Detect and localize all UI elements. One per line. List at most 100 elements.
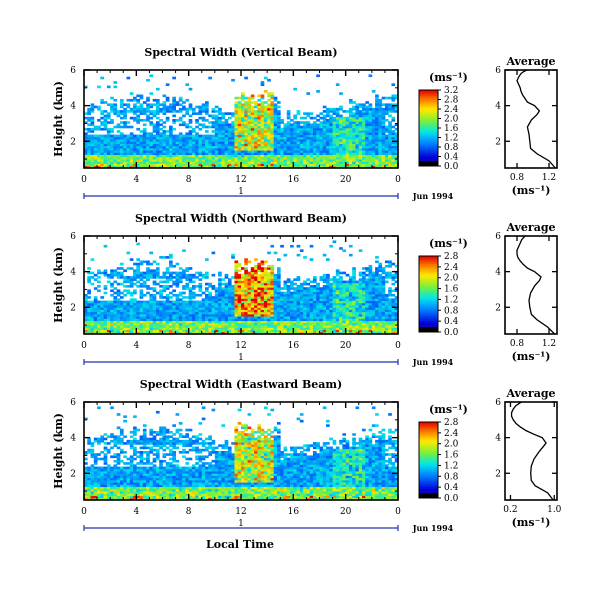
- heatmap-cell: [155, 267, 160, 270]
- heatmap-cell: [169, 145, 173, 149]
- heatmap-cell: [309, 318, 314, 322]
- heatmap-cell: [286, 165, 291, 169]
- heatmap-cell: [146, 156, 150, 160]
- heatmap-cell: [182, 291, 186, 295]
- heatmap-cell: [97, 325, 101, 328]
- heatmap-cell: [352, 320, 356, 324]
- heatmap-cell: [345, 291, 350, 295]
- heatmap-cell: [103, 147, 108, 151]
- heatmap-cell: [260, 291, 265, 295]
- heatmap-cell: [97, 163, 101, 167]
- heatmap-cell: [110, 127, 114, 131]
- heatmap-cell: [113, 311, 118, 315]
- heatmap-cell: [133, 320, 137, 324]
- heatmap-cell: [155, 300, 160, 304]
- heatmap-cell: [375, 329, 379, 333]
- heatmap-cell: [270, 329, 275, 333]
- heatmap-cell: [234, 278, 239, 281]
- heatmap-cell: [129, 116, 134, 120]
- heatmap-cell: [84, 329, 88, 333]
- heatmap-cell: [211, 107, 216, 111]
- heatmap-cell: [352, 156, 356, 160]
- heatmap-cell: [335, 141, 340, 144]
- heatmap-cell: [378, 132, 383, 135]
- heatmap-cell: [303, 112, 307, 115]
- heatmap-cell: [211, 305, 216, 308]
- heatmap-cell: [129, 110, 134, 113]
- heatmap-cell: [149, 318, 154, 322]
- heatmap-cell: [332, 313, 337, 317]
- heatmap-cell: [84, 313, 88, 317]
- heatmap-cell: [358, 309, 363, 313]
- heatmap-cell: [218, 329, 222, 333]
- heatmap-cell: [129, 141, 134, 144]
- heatmap-cell: [250, 276, 255, 279]
- heatmap-cell: [103, 329, 108, 333]
- heatmap-cell: [201, 309, 206, 313]
- heatmap-cell: [293, 296, 297, 299]
- heatmap-cell: [358, 291, 363, 295]
- heatmap-cell: [270, 298, 275, 301]
- heatmap-cell: [169, 125, 173, 129]
- heatmap-cell: [345, 296, 350, 299]
- heatmap-cell: [201, 134, 206, 138]
- heatmap-cell: [368, 132, 373, 135]
- heatmap-cell: [218, 313, 222, 317]
- heatmap-cell: [84, 309, 88, 313]
- heatmap-cell: [263, 276, 268, 279]
- heatmap-cell: [355, 298, 360, 301]
- heatmap-cell: [201, 305, 206, 308]
- heatmap-cell: [391, 159, 396, 162]
- heatmap-cell: [286, 112, 291, 115]
- heatmap-cell: [348, 282, 353, 286]
- heatmap-cell: [348, 285, 353, 288]
- heatmap-cell: [254, 114, 258, 118]
- heatmap-cell: [263, 156, 268, 160]
- heatmap-cell: [116, 331, 121, 335]
- heatmap-cell: [303, 329, 307, 333]
- heatmap-cell: [375, 112, 379, 115]
- heatmap-cell: [218, 119, 222, 122]
- heatmap-cell: [260, 285, 265, 288]
- heatmap-cell: [214, 134, 219, 138]
- heatmap-cell: [142, 136, 147, 140]
- heatmap-cell: [365, 107, 369, 111]
- heatmap-cell: [87, 165, 91, 169]
- heatmap-cell: [191, 147, 196, 151]
- heatmap-cell: [375, 278, 379, 281]
- heatmap-cell: [165, 316, 170, 319]
- heatmap-cell: [234, 110, 239, 113]
- heatmap-cell: [276, 121, 281, 124]
- heatmap-cell: [155, 271, 160, 275]
- heatmap-cell: [329, 139, 333, 142]
- heatmap-cell: [237, 289, 242, 293]
- heatmap-cell: [142, 309, 147, 313]
- heatmap-cell: [322, 331, 327, 335]
- heatmap-cell: [293, 127, 297, 131]
- heatmap-cell: [381, 134, 386, 138]
- heatmap-cell: [326, 320, 330, 324]
- heatmap-cell: [205, 165, 209, 169]
- heatmap-cell: [391, 139, 396, 142]
- heatmap-cell: [185, 83, 190, 86]
- heatmap-cell: [136, 242, 140, 246]
- heatmap-cell: [113, 112, 118, 115]
- heatmap-cell: [316, 322, 320, 326]
- heatmap-cell: [280, 127, 284, 131]
- heatmap-cell: [270, 285, 275, 288]
- heatmap-cell: [90, 154, 95, 158]
- heatmap-cell: [352, 305, 356, 308]
- heatmap-cell: [165, 300, 170, 304]
- heatmap-cell: [103, 302, 108, 306]
- heatmap-cell: [87, 119, 91, 122]
- heatmap-cell: [276, 134, 281, 138]
- heatmap-cell: [224, 276, 229, 279]
- heatmap-cell: [119, 125, 124, 129]
- heatmap-cell: [155, 125, 160, 129]
- heatmap-cell: [244, 152, 248, 156]
- average-frame: [504, 69, 558, 169]
- heatmap-cell: [286, 305, 291, 308]
- heatmap-cell: [214, 291, 219, 295]
- heatmap-cell: [375, 163, 379, 167]
- heatmap-cell: [250, 163, 255, 167]
